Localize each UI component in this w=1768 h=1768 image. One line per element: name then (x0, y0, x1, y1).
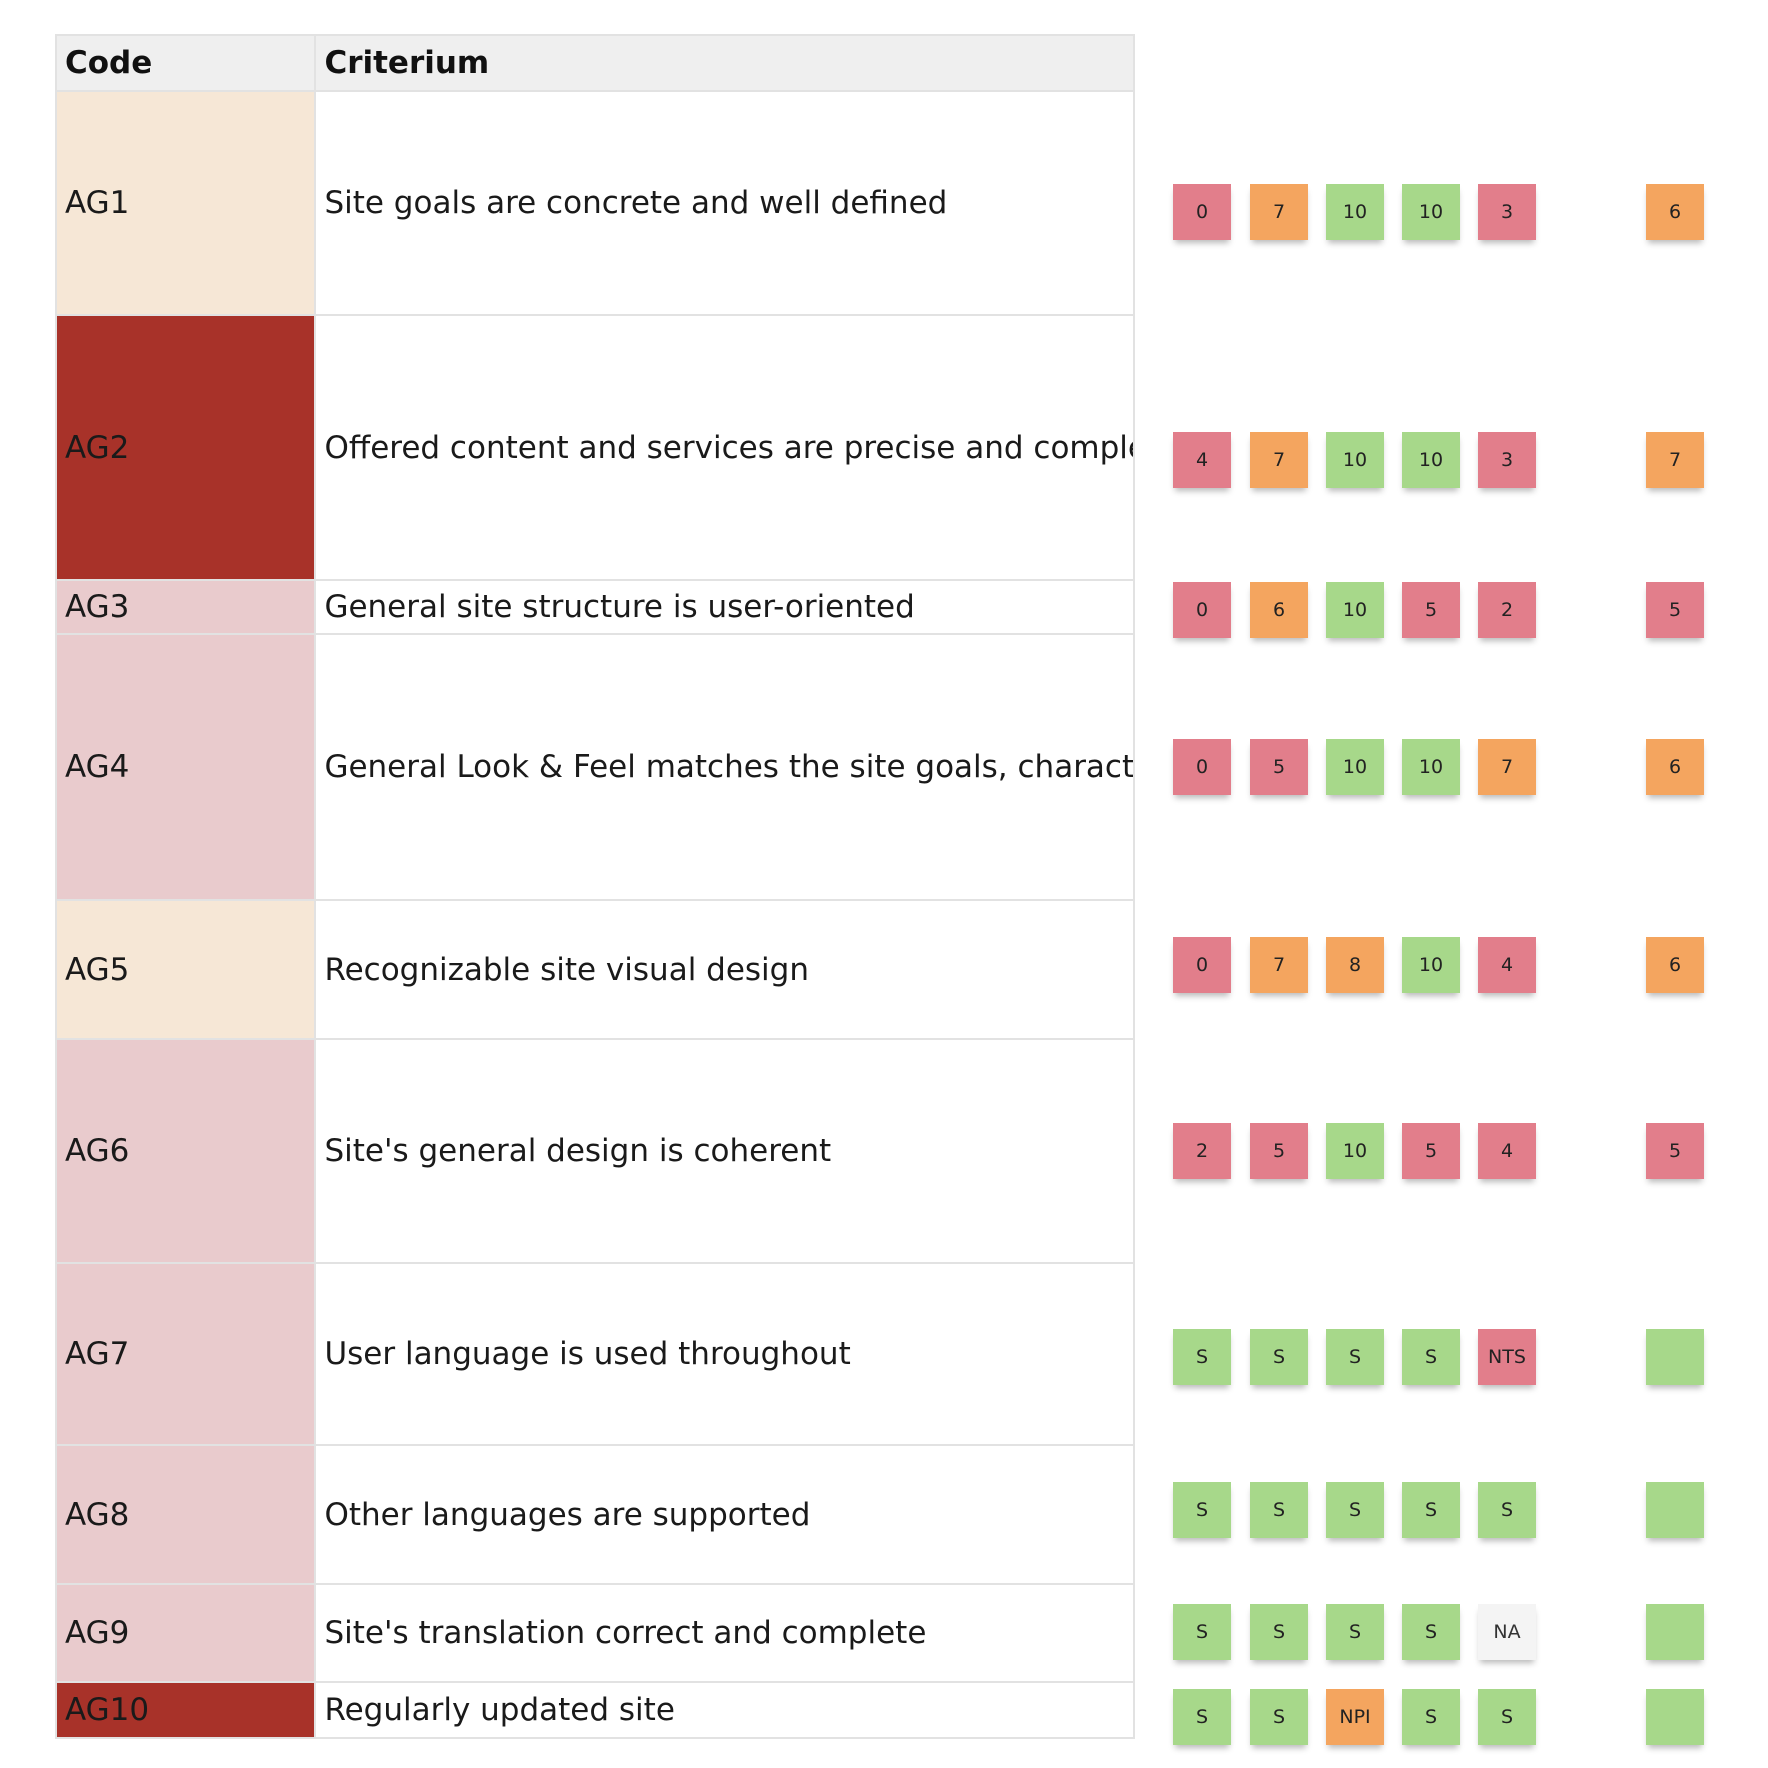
sticky-note[interactable]: 5 (1250, 1123, 1308, 1179)
cell-code[interactable]: AG8 (54, 1444, 317, 1585)
cell-criterium[interactable]: Regularly updated site (314, 1681, 1135, 1739)
sticky-note[interactable]: 7 (1646, 432, 1704, 488)
sticky-note[interactable] (1646, 1329, 1704, 1385)
sticky-note[interactable]: 0 (1173, 184, 1231, 240)
sticky-note[interactable]: 10 (1326, 184, 1384, 240)
sticky-note[interactable]: S (1250, 1604, 1308, 1660)
sticky-note[interactable]: 7 (1250, 432, 1308, 488)
sticky-note[interactable]: S (1173, 1329, 1231, 1385)
sticky-note[interactable]: S (1402, 1604, 1460, 1660)
sticky-note[interactable]: 4 (1173, 432, 1231, 488)
sticky-note[interactable]: 6 (1646, 184, 1704, 240)
sticky-note[interactable]: 10 (1326, 1123, 1384, 1179)
table-row: AG10 Regularly updated site (54, 1681, 1135, 1739)
header-row: Code Criterium (54, 34, 1135, 92)
sticky-note[interactable] (1646, 1604, 1704, 1660)
cell-criterium[interactable]: Site's translation correct and complete (314, 1583, 1135, 1683)
sticky-note[interactable]: 5 (1402, 582, 1460, 638)
sticky-note[interactable]: 3 (1478, 184, 1536, 240)
sticky-note[interactable]: 10 (1326, 582, 1384, 638)
table-row: AG3 General site structure is user-orient… (54, 579, 1135, 635)
table-row: AG4 General Look & Feel matches the site … (54, 633, 1135, 901)
table-row: AG2 Offered content and services are prec… (54, 314, 1135, 581)
sticky-note[interactable]: S (1326, 1604, 1384, 1660)
sticky-note[interactable] (1646, 1482, 1704, 1538)
sticky-note[interactable]: S (1478, 1689, 1536, 1745)
cell-criterium[interactable]: General Look & Feel matches the site goa… (314, 633, 1135, 901)
table-row: AG7 User language is used throughout (54, 1262, 1135, 1446)
sticky-note[interactable]: S (1326, 1329, 1384, 1385)
sticky-note[interactable]: 6 (1646, 739, 1704, 795)
table-row: AG5 Recognizable site visual design (54, 899, 1135, 1040)
sticky-note[interactable]: 5 (1250, 739, 1308, 795)
sticky-note[interactable]: 10 (1326, 432, 1384, 488)
sticky-note[interactable]: S (1402, 1329, 1460, 1385)
sticky-note[interactable] (1646, 1689, 1704, 1745)
sticky-note[interactable]: 4 (1478, 1123, 1536, 1179)
sticky-note[interactable]: 10 (1402, 432, 1460, 488)
sticky-note[interactable]: 0 (1173, 582, 1231, 638)
sticky-note[interactable]: 2 (1478, 582, 1536, 638)
sticky-note[interactable]: S (1173, 1604, 1231, 1660)
cell-code[interactable]: AG4 (54, 633, 317, 901)
cell-criterium[interactable]: Site's general design is coherent (314, 1038, 1135, 1264)
sticky-note[interactable]: 5 (1646, 1123, 1704, 1179)
cell-criterium[interactable]: Recognizable site visual design (314, 899, 1135, 1040)
table-row: AG9 Site's translation correct and comple… (54, 1583, 1135, 1683)
cell-code[interactable]: AG3 (54, 579, 317, 635)
sticky-note[interactable]: NPI (1326, 1689, 1384, 1745)
cell-criterium[interactable]: Other languages are supported (314, 1444, 1135, 1585)
cell-criterium[interactable]: Offered content and services are precise… (314, 314, 1135, 581)
cell-criterium[interactable]: Site goals are concrete and well defined (314, 90, 1135, 316)
sticky-note[interactable]: 5 (1402, 1123, 1460, 1179)
sticky-note[interactable]: 10 (1402, 937, 1460, 993)
cell-code[interactable]: AG7 (54, 1262, 317, 1446)
table-row: AG8 Other languages are supported (54, 1444, 1135, 1585)
sticky-note[interactable]: 10 (1326, 739, 1384, 795)
sticky-note[interactable]: 6 (1250, 582, 1308, 638)
sticky-note[interactable]: 3 (1478, 432, 1536, 488)
sticky-note[interactable]: 10 (1402, 739, 1460, 795)
sticky-note[interactable]: 0 (1173, 937, 1231, 993)
sticky-note[interactable]: 6 (1646, 937, 1704, 993)
sticky-note[interactable]: NA (1478, 1604, 1536, 1660)
sticky-note[interactable]: S (1173, 1482, 1231, 1538)
cell-code[interactable]: AG2 (54, 314, 317, 581)
sticky-note[interactable]: 10 (1402, 184, 1460, 240)
sticky-note[interactable]: 8 (1326, 937, 1384, 993)
table-row: AG6 Site's general design is coherent (54, 1038, 1135, 1264)
sticky-note[interactable]: S (1402, 1482, 1460, 1538)
sticky-note[interactable]: 4 (1478, 937, 1536, 993)
criteria-table: Code Criterium AG1 Site goals are concret… (54, 34, 1135, 1739)
sticky-note[interactable]: 5 (1646, 582, 1704, 638)
cell-code[interactable]: AG9 (54, 1583, 317, 1683)
header-criterium[interactable]: Criterium (314, 34, 1135, 92)
cell-code[interactable]: AG1 (54, 90, 317, 316)
sticky-note[interactable]: S (1250, 1689, 1308, 1745)
cell-code[interactable]: AG5 (54, 899, 317, 1040)
sticky-note[interactable]: 7 (1478, 739, 1536, 795)
sticky-note[interactable]: 2 (1173, 1123, 1231, 1179)
cell-criterium[interactable]: User language is used throughout (314, 1262, 1135, 1446)
sticky-note[interactable]: S (1326, 1482, 1384, 1538)
cell-code[interactable]: AG10 (54, 1681, 317, 1739)
sticky-note[interactable]: S (1250, 1482, 1308, 1538)
sticky-note[interactable]: 7 (1250, 184, 1308, 240)
header-code[interactable]: Code (54, 34, 317, 92)
sticky-note[interactable]: 0 (1173, 739, 1231, 795)
sticky-note[interactable]: S (1173, 1689, 1231, 1745)
sticky-note[interactable]: S (1250, 1329, 1308, 1385)
sticky-note[interactable]: 7 (1250, 937, 1308, 993)
table-row: AG1 Site goals are concrete and well defi… (54, 90, 1135, 316)
sticky-note[interactable]: S (1478, 1482, 1536, 1538)
sticky-note[interactable]: S (1402, 1689, 1460, 1745)
table-body: AG1 Site goals are concrete and well defi… (54, 90, 1135, 1739)
sticky-note[interactable]: NTS (1478, 1329, 1536, 1385)
cell-criterium[interactable]: General site structure is user-oriented (314, 579, 1135, 635)
cell-code[interactable]: AG6 (54, 1038, 317, 1264)
